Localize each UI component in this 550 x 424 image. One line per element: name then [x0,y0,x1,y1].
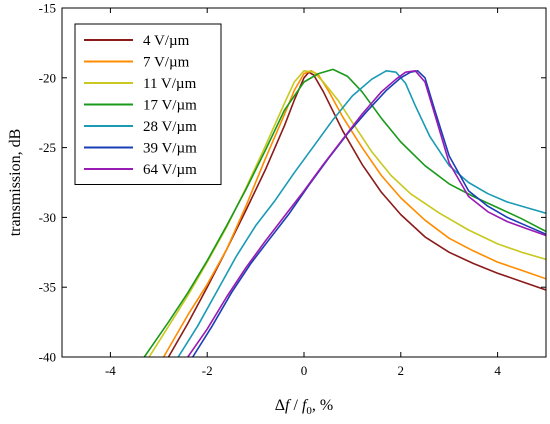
legend: 4 V/µm 7 V/µm 11 V/µm 17 V/µm 28 V/µm 39 V/µm… [74,23,222,185]
legend-label: 17 V/µm [143,98,197,114]
series-line-1 [167,71,546,357]
legend-label: 11 V/µm [143,76,197,92]
y-tick-label: -35 [39,280,56,295]
legend-label: 28 V/µm [143,119,197,135]
series-layer [143,68,546,357]
series-line-5 [177,70,546,357]
y-tick-label: -20 [39,70,56,85]
legend-label: 7 V/µm [143,55,190,71]
y-tick-label: -15 [39,1,56,16]
ticks-layer: -4 -2 0 2 4-40-35-30-25-20-15 [39,1,546,378]
y-tick-label: -40 [39,350,56,365]
legend-label: 39 V/µm [143,141,197,157]
legend-label: 4 V/µm [143,33,190,49]
x-tick-label: 0 [301,363,308,378]
series-line-7 [187,70,546,357]
x-tick-label: 2 [398,363,405,378]
x-tick-label: -4 [105,363,116,378]
x-tick-label: -2 [202,363,213,378]
y-axis-label: transmission, dB [7,129,24,237]
x-axis-label: Δf / f0, % [275,397,333,417]
legend-label: 64 V/µm [143,162,197,178]
y-tick-label: -25 [39,140,56,155]
y-tick-label: -30 [39,210,56,225]
series-line-6 [191,70,546,357]
x-tick-label: 4 [494,363,501,378]
